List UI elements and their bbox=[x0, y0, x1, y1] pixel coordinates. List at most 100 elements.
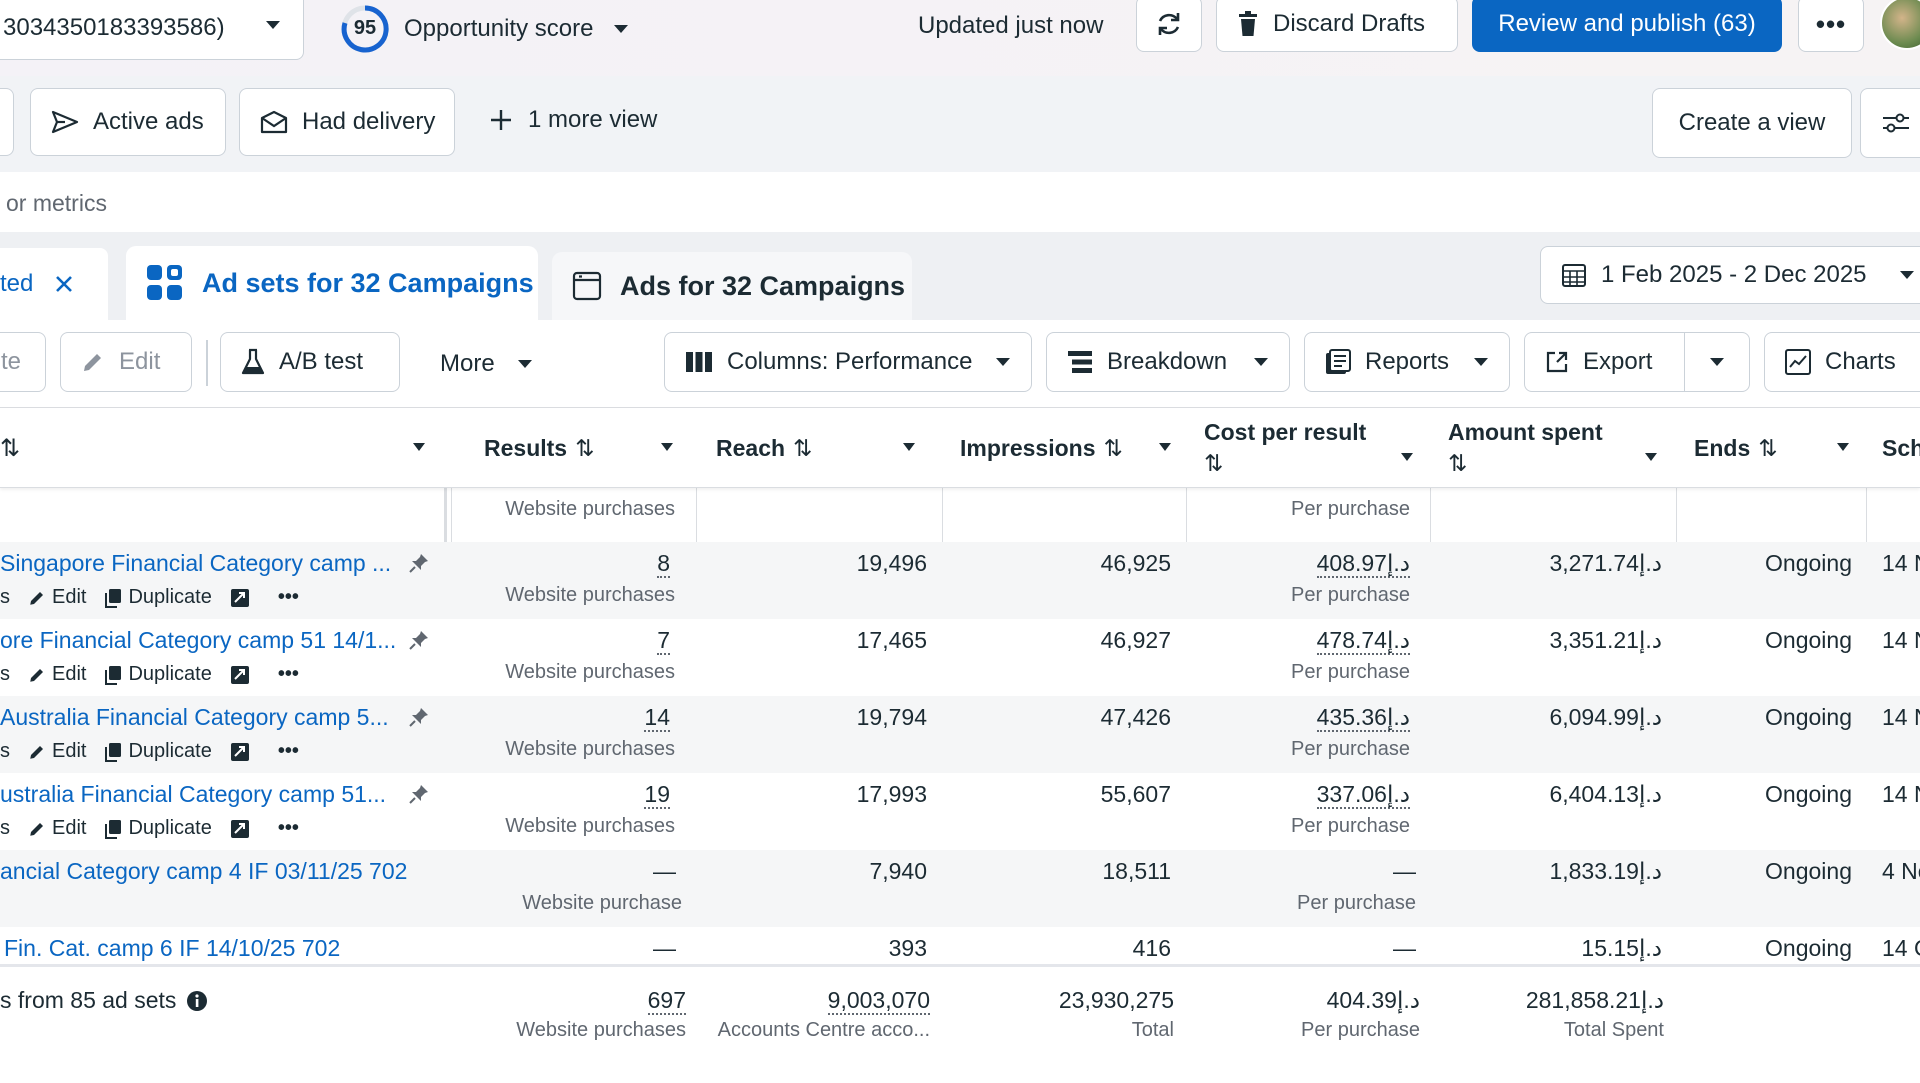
edit-button[interactable]: Edit bbox=[60, 332, 192, 392]
cpr-cell[interactable]: 337.06د.إ bbox=[1316, 781, 1410, 809]
pin-icon[interactable] bbox=[408, 629, 430, 651]
results-sub: Website purchases bbox=[505, 661, 675, 683]
row-more-icon[interactable]: ••• bbox=[277, 663, 299, 685]
table-row[interactable]: Fin. Cat. camp 6 IF 14/10/25 702 — 393 416 —… bbox=[0, 927, 1920, 964]
discard-drafts-button[interactable]: Discard Drafts bbox=[1216, 0, 1458, 52]
view-chip-partial[interactable] bbox=[0, 88, 14, 156]
ad-set-name-link[interactable]: Australia Financial Category camp 5... bbox=[0, 704, 389, 730]
pencil-icon bbox=[30, 822, 43, 836]
row-more-icon[interactable]: ••• bbox=[277, 586, 299, 608]
results-value: 14 bbox=[644, 704, 670, 732]
cpr-cell[interactable]: 478.74د.إ bbox=[1316, 627, 1410, 655]
row-duplicate-action[interactable]: Duplicate bbox=[104, 586, 212, 609]
more-options-button[interactable]: ••• bbox=[1798, 0, 1864, 52]
duplicate-label: Duplicate bbox=[128, 663, 212, 685]
selected-filter-chip[interactable]: ted bbox=[0, 248, 108, 320]
pencil-icon bbox=[30, 591, 43, 605]
totals-reach[interactable]: 9,003,070 bbox=[827, 987, 930, 1015]
row-more-icon[interactable]: ••• bbox=[277, 740, 299, 762]
tab-ads[interactable]: Ads for 32 Campaigns bbox=[552, 252, 912, 320]
table-row[interactable]: ustralia Financial Category camp 51... s E… bbox=[0, 773, 1920, 850]
row-edit-action[interactable]: Edit bbox=[28, 740, 86, 763]
view-settings-button[interactable] bbox=[1860, 88, 1920, 158]
results-cell[interactable]: — bbox=[653, 858, 676, 885]
table-row[interactable]: Singapore Financial Category camp ... s Ed… bbox=[0, 542, 1920, 619]
cpr-cell[interactable]: 435.36د.إ bbox=[1316, 704, 1410, 732]
export-dropdown[interactable] bbox=[1684, 332, 1750, 392]
reach-cell: 19,794 bbox=[856, 704, 927, 730]
ad-set-name-link[interactable]: ancial Category camp 4 IF 03/11/25 702 bbox=[0, 858, 408, 884]
ends-column-header[interactable]: Ends ⇅ bbox=[1694, 408, 1854, 488]
row-more-icon[interactable]: ••• bbox=[277, 817, 299, 839]
results-cell[interactable]: 7 bbox=[657, 627, 670, 655]
avatar[interactable] bbox=[1880, 0, 1920, 50]
row-duplicate-action[interactable]: Duplicate bbox=[104, 817, 212, 840]
tab-ad-sets[interactable]: Ad sets for 32 Campaigns bbox=[126, 246, 538, 320]
search-bar[interactable]: or metrics bbox=[0, 172, 1920, 232]
ad-set-name-link[interactable]: Fin. Cat. camp 6 IF 14/10/25 702 bbox=[4, 935, 341, 961]
cpr-cell[interactable]: 408.97د.إ bbox=[1316, 550, 1410, 578]
create-view-button[interactable]: Create a view bbox=[1652, 88, 1852, 158]
opportunity-score[interactable]: 95 Opportunity score bbox=[340, 4, 629, 54]
reach-column-header[interactable]: Reach ⇅ bbox=[716, 408, 930, 488]
row-duplicate-action[interactable]: Duplicate bbox=[104, 663, 212, 686]
more-view-button[interactable]: 1 more view bbox=[490, 106, 657, 134]
account-selector[interactable]: 3034350183393586) bbox=[0, 0, 304, 60]
breakdown-dropdown[interactable]: Breakdown bbox=[1046, 332, 1290, 392]
cpr-value: 435.36د.إ bbox=[1316, 704, 1410, 732]
cpr-sub: Per purchase bbox=[1291, 815, 1410, 837]
row-edit-action[interactable]: Edit bbox=[28, 586, 86, 609]
name-column-header[interactable]: ⇅ bbox=[0, 408, 440, 488]
row-edit-action[interactable]: Edit bbox=[28, 663, 86, 686]
ad-set-name-link[interactable]: Singapore Financial Category camp ... bbox=[0, 550, 392, 576]
impressions-column-header[interactable]: Impressions ⇅ bbox=[960, 408, 1176, 488]
totals-results[interactable]: 697 bbox=[647, 987, 686, 1015]
columns-dropdown[interactable]: Columns: Performance bbox=[664, 332, 1032, 392]
spent-header-label: Amount spent bbox=[1448, 419, 1603, 445]
active-ads-label: Active ads bbox=[93, 108, 204, 135]
info-icon[interactable] bbox=[186, 990, 208, 1012]
results-cell[interactable]: 8 bbox=[657, 550, 670, 578]
review-publish-button[interactable]: Review and publish (63) bbox=[1472, 0, 1782, 52]
close-icon[interactable] bbox=[55, 275, 73, 293]
row-duplicate-action[interactable]: Duplicate bbox=[104, 740, 212, 763]
pin-icon[interactable] bbox=[408, 552, 430, 574]
ab-test-button[interactable]: A/B test bbox=[220, 332, 400, 392]
amount-spent-column-header[interactable]: Amount spent ⇅ bbox=[1448, 408, 1662, 488]
duplicate-label: Duplicate bbox=[128, 740, 212, 762]
refresh-button[interactable] bbox=[1136, 0, 1202, 52]
pin-icon[interactable] bbox=[408, 783, 430, 805]
results-cell[interactable]: 14 bbox=[644, 704, 670, 732]
results-cell[interactable]: 19 bbox=[644, 781, 670, 809]
table-row[interactable]: ore Financial Category camp 51 14/1... s E… bbox=[0, 619, 1920, 696]
tab-ad-sets-label: Ad sets for 32 Campaigns bbox=[202, 267, 534, 298]
ad-set-name-link[interactable]: ore Financial Category camp 51 14/1... bbox=[0, 627, 397, 653]
results-column-header[interactable]: Results ⇅ bbox=[484, 408, 688, 488]
create-view-label: Create a view bbox=[1678, 109, 1826, 136]
open-chart-icon[interactable] bbox=[230, 819, 250, 839]
reports-dropdown[interactable]: Reports bbox=[1304, 332, 1510, 392]
schedule-column-header[interactable]: Sch bbox=[1882, 408, 1920, 488]
cpr-cell[interactable]: — bbox=[1393, 935, 1416, 962]
more-dropdown[interactable]: More bbox=[440, 350, 533, 378]
charts-button[interactable]: Charts bbox=[1764, 332, 1920, 392]
table-row[interactable]: Australia Financial Category camp 5... s E… bbox=[0, 696, 1920, 773]
table-row[interactable]: ancial Category camp 4 IF 03/11/25 702 — W… bbox=[0, 850, 1920, 927]
cpr-cell[interactable]: — bbox=[1393, 858, 1416, 885]
row-edit-action[interactable]: Edit bbox=[28, 817, 86, 840]
ad-set-name-link[interactable]: ustralia Financial Category camp 51... bbox=[0, 781, 387, 807]
ends-cell: Ongoing bbox=[1765, 935, 1852, 961]
duplicate-button-partial[interactable]: te bbox=[0, 332, 46, 392]
pin-icon[interactable] bbox=[408, 706, 430, 728]
view-had-delivery[interactable]: Had delivery bbox=[239, 88, 455, 156]
open-chart-icon[interactable] bbox=[230, 665, 250, 685]
open-chart-icon[interactable] bbox=[230, 742, 250, 762]
open-chart-icon[interactable] bbox=[230, 588, 250, 608]
ends-cell: Ongoing bbox=[1765, 781, 1852, 807]
results-cell[interactable]: — bbox=[653, 935, 676, 962]
export-button[interactable]: Export bbox=[1524, 332, 1686, 392]
totals-label: s from 85 ad sets bbox=[0, 987, 177, 1013]
date-range-picker[interactable]: 1 Feb 2025 - 2 Dec 2025 bbox=[1540, 246, 1920, 304]
cost-per-result-column-header[interactable]: Cost per result ⇅ bbox=[1204, 408, 1418, 488]
view-active-ads[interactable]: Active ads bbox=[30, 88, 226, 156]
